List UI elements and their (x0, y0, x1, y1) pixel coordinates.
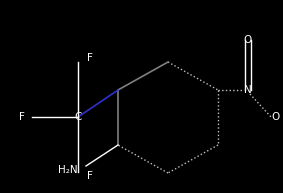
Text: O: O (244, 35, 252, 45)
Text: F: F (87, 53, 93, 63)
Text: O: O (271, 112, 279, 122)
Text: F: F (87, 171, 93, 181)
Text: F: F (19, 112, 25, 122)
Text: C: C (74, 112, 82, 122)
Text: N: N (244, 85, 252, 95)
Text: H₂N: H₂N (58, 165, 78, 175)
